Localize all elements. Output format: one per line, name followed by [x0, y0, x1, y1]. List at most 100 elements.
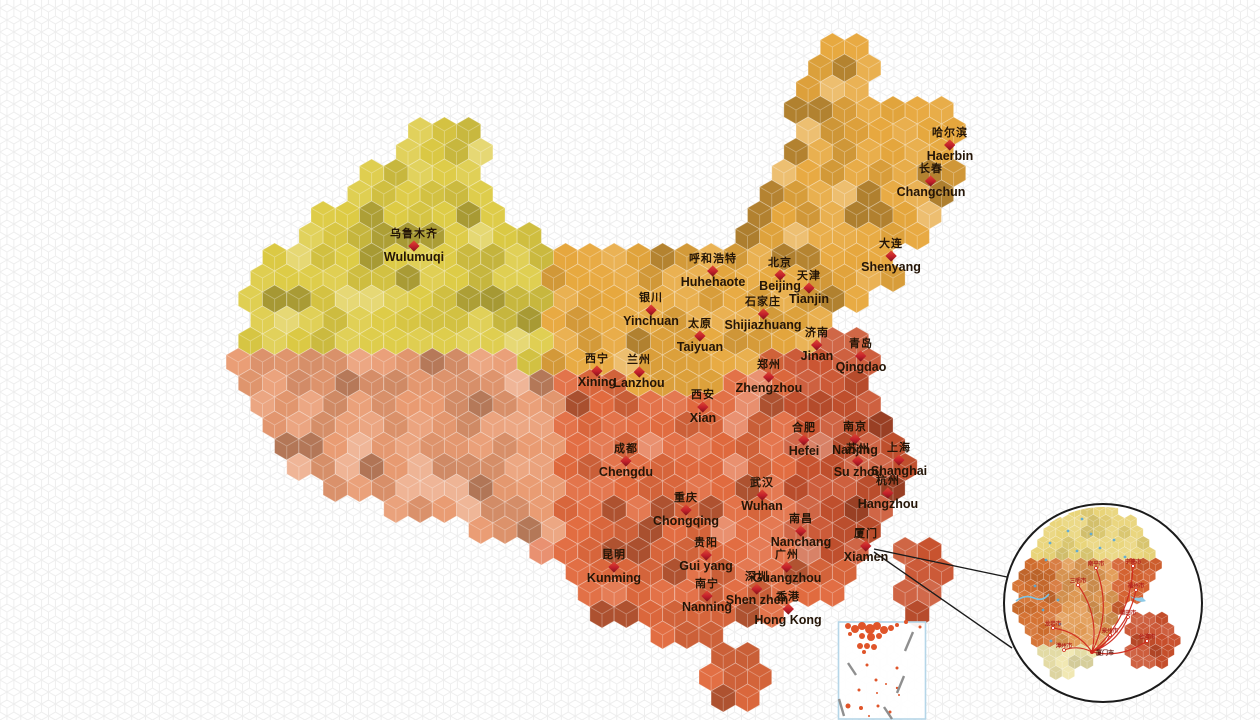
map-hexagon: [613, 599, 639, 629]
city-haerbin[interactable]: 哈尔滨 Haerbin: [927, 126, 974, 163]
island-dot: [862, 650, 866, 654]
city-name-en: Su zhou: [833, 464, 883, 479]
city-wulumuqi[interactable]: 乌鲁木齐 Wulumuqi: [384, 228, 444, 264]
island-dot: [857, 643, 863, 649]
island-dot: [845, 703, 851, 709]
city-guangzhou[interactable]: 广州 Guangzhou: [752, 549, 822, 585]
city-chongqing[interactable]: 重庆 Chongqing: [653, 492, 719, 528]
island-dot: [865, 624, 875, 634]
island-dot: [885, 683, 887, 685]
city-name-en: Guangzhou: [752, 570, 822, 585]
island-dot: [895, 666, 899, 670]
city-name-cn: 合肥: [791, 421, 816, 434]
map-hexagon: [856, 263, 882, 293]
city-yinchuan[interactable]: 银川 Yinchuan: [623, 291, 679, 328]
island-dot: [880, 626, 888, 634]
city-hong-kong[interactable]: 香港 Hong Kong: [754, 591, 821, 627]
map-hexagon: [856, 53, 882, 83]
city-name-en: Nanning: [682, 599, 732, 614]
city-xian[interactable]: 西安 Xian: [690, 389, 716, 425]
city-gui-yang[interactable]: 贵阳 Gui yang: [679, 537, 732, 573]
city-name-cn: 哈尔滨: [931, 126, 968, 139]
city-name-en: Tianjin: [788, 291, 830, 306]
island-dot: [871, 644, 877, 650]
city-name-cn: 呼和浩特: [689, 252, 737, 265]
city-name-en: Huhehaote: [680, 274, 746, 289]
island-dot: [888, 625, 894, 631]
island-dot: [848, 632, 852, 636]
water-dot: [1089, 532, 1093, 536]
water-dot: [1049, 639, 1053, 643]
water-dot: [1066, 529, 1070, 533]
city-jinan[interactable]: 济南 Jinan: [800, 327, 834, 363]
map-hexagon: [468, 137, 494, 167]
city-qingdao[interactable]: 青岛 Qingdao: [836, 338, 887, 374]
city-name-cn: 上海: [886, 441, 911, 454]
island-dot: [918, 625, 922, 629]
city-name-en: Shen zhen: [725, 592, 789, 607]
city-name-en: Shanghai: [870, 463, 928, 478]
city-name-en: Chongqing: [653, 513, 719, 528]
city-nanchang[interactable]: 南昌 Nanchang: [771, 512, 831, 549]
city-su-zhou[interactable]: 苏州 Su zhou: [833, 443, 883, 479]
city-name-cn: 银川: [638, 291, 663, 304]
map-hexagon: [710, 599, 736, 629]
city-huhehaote[interactable]: 呼和浩特 Huhehaote: [680, 252, 746, 289]
water-dot: [1058, 622, 1062, 626]
city-taiyuan[interactable]: 太原 Taiyuan: [677, 317, 723, 354]
city-name-cn: 杭州: [875, 474, 900, 487]
city-shenyang[interactable]: 大连 Shenyang: [861, 238, 921, 274]
city-nanning[interactable]: 南宁 Nanning: [682, 578, 732, 614]
island-dot: [867, 633, 875, 641]
city-name-cn: 深圳: [744, 570, 769, 583]
city-tianjin[interactable]: 天津 Tianjin: [788, 269, 830, 306]
city-name-cn: 南昌: [789, 512, 813, 525]
city-name-en: Hangzhou: [857, 496, 919, 511]
island-dot: [865, 663, 869, 667]
map-hexagon: [322, 473, 348, 503]
island-dot: [845, 623, 851, 629]
city-beijing[interactable]: 北京 Beijing: [759, 257, 801, 293]
inset-city-label: 福州市: [1127, 582, 1145, 590]
city-chengdu[interactable]: 成都 Chengdu: [598, 443, 654, 479]
island-dot: [864, 643, 870, 649]
inset-city-label: 莆田市: [1120, 609, 1137, 617]
city-name-en: Chengdu: [598, 464, 654, 479]
city-shanghai[interactable]: 上海 Shanghai: [870, 441, 928, 478]
inset-city-label: 漳州市: [1056, 642, 1073, 650]
city-name-en: Jinan: [800, 348, 834, 363]
city-shen-zhen[interactable]: 深圳 Shen zhen: [725, 570, 789, 607]
water-dot: [1044, 558, 1048, 562]
city-changchun[interactable]: 长春 Changchun: [897, 163, 966, 199]
city-lanzhou[interactable]: 兰州 Lanzhou: [613, 354, 664, 390]
city-name-cn: 太原: [688, 317, 712, 330]
city-shijiazhuang[interactable]: 石家庄 Shijiazhuang: [724, 296, 801, 332]
island-dot: [876, 633, 882, 639]
city-name-en: Xiamen: [843, 549, 889, 564]
magnifier-callout-lines: [873, 548, 1013, 649]
city-zhengzhou[interactable]: 郑州 Zhengzhou: [735, 359, 803, 395]
city-kunming[interactable]: 昆明 Kunming: [587, 549, 641, 585]
city-name-cn: 西宁: [584, 352, 609, 365]
city-name-en: Shenyang: [861, 259, 921, 274]
city-xiamen[interactable]: 厦门 Xiamen: [843, 527, 889, 564]
map-hexagon: [431, 494, 457, 524]
city-name-cn: 厦门: [854, 527, 878, 540]
city-wuhan[interactable]: 武汉 Wuhan: [741, 477, 782, 513]
city-name-cn: 南京: [843, 420, 867, 433]
water-dot: [1123, 555, 1127, 559]
inset-city-label: 三明市: [1070, 577, 1087, 585]
city-hangzhou[interactable]: 杭州 Hangzhou: [857, 474, 919, 511]
map-hexagon: [528, 536, 554, 566]
city-name-cn: 天津: [797, 269, 821, 282]
island-dot: [858, 622, 866, 630]
map-hexagon: [383, 494, 409, 524]
city-name-en: Zhengzhou: [735, 380, 803, 395]
inset-city-label: 南平市: [1088, 560, 1105, 568]
south-china-sea-inset: [837, 620, 927, 720]
city-xining[interactable]: 西宁 Xining: [578, 352, 616, 389]
map-hexagon: [589, 599, 615, 629]
city-nanjing[interactable]: 南京 Nanjing: [832, 420, 878, 457]
city-hefei[interactable]: 合肥 Hefei: [789, 421, 820, 458]
